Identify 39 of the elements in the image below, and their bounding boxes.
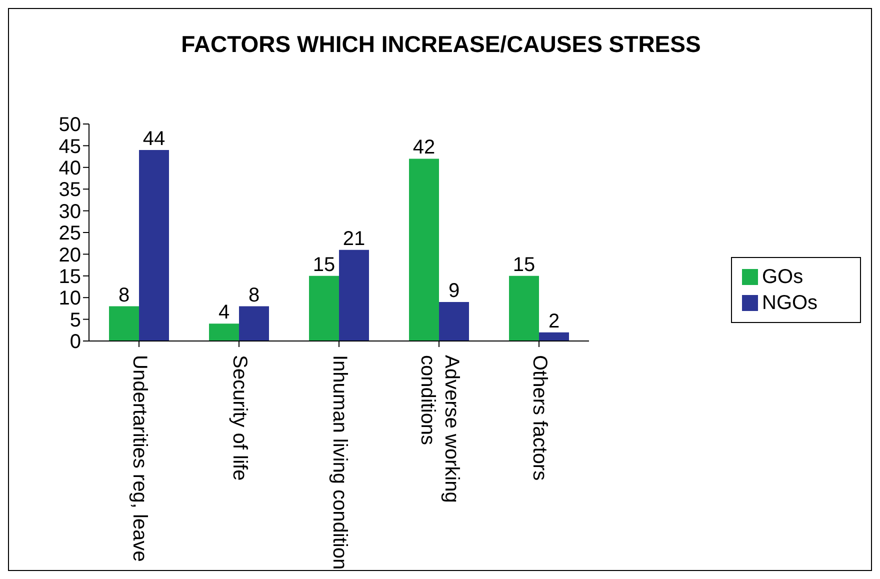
y-tick-label: 10 — [58, 288, 81, 310]
bar — [309, 276, 339, 341]
data-label: 42 — [412, 136, 436, 159]
bar — [139, 150, 169, 341]
data-label: 8 — [118, 284, 130, 306]
y-tick-label: 5 — [70, 309, 81, 332]
bar — [539, 332, 569, 341]
x-tick-label: Adverse working conditions — [416, 355, 463, 503]
bar — [509, 276, 539, 341]
x-tick-label: Undertarities reg, leave — [128, 355, 151, 562]
x-tick-label: Inhuman living condition — [328, 355, 351, 570]
y-tick-label: 35 — [58, 179, 81, 202]
data-label: 4 — [218, 302, 230, 324]
data-label: 9 — [448, 280, 460, 302]
y-tick-label: 40 — [58, 158, 81, 180]
bar — [439, 302, 469, 341]
data-label: 2 — [548, 310, 560, 332]
bar — [209, 324, 239, 341]
y-tick-label: 0 — [70, 331, 81, 354]
data-label: 8 — [248, 284, 260, 306]
bar — [409, 158, 439, 341]
y-tick-label: 20 — [58, 244, 81, 266]
bar — [109, 306, 139, 341]
y-tick-label: 45 — [58, 136, 81, 158]
data-label: 21 — [342, 228, 366, 250]
data-label: 15 — [512, 254, 536, 276]
chart-title: FACTORS WHICH INCREASE/CAUSES STRESS — [180, 31, 702, 58]
y-tick-label: 50 — [58, 114, 81, 136]
x-tick-label: Security of life — [228, 355, 251, 481]
legend-label: NGOs — [762, 292, 818, 314]
data-label: 44 — [142, 128, 166, 150]
legend-label: GOs — [762, 266, 804, 288]
x-tick-label: Others factors — [528, 355, 551, 481]
y-tick-label: 25 — [58, 222, 81, 245]
bar — [339, 250, 369, 341]
data-label: 15 — [312, 254, 336, 276]
y-tick-label: 15 — [58, 266, 81, 288]
y-tick-label: 30 — [58, 200, 81, 223]
bar — [239, 306, 269, 341]
